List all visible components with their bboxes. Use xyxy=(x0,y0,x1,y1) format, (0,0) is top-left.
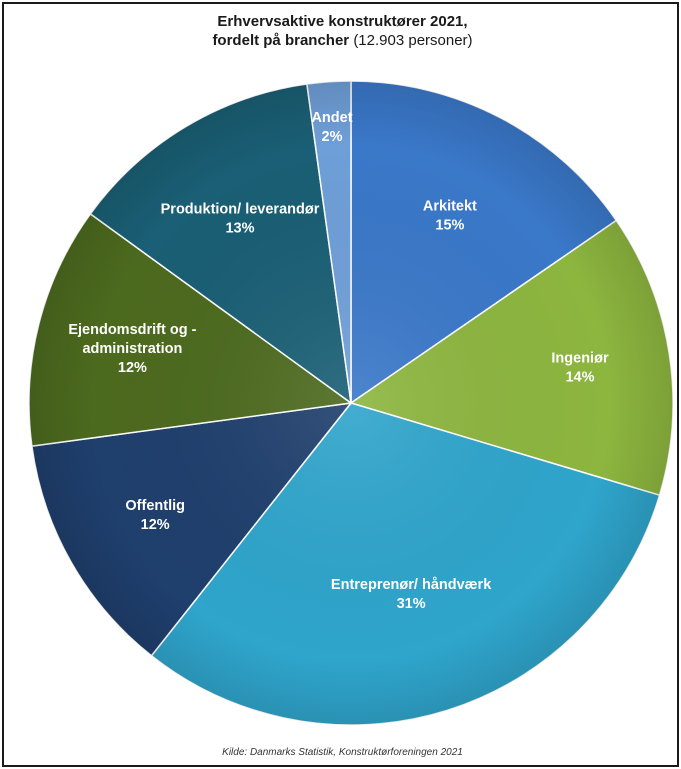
slice-percent-label: 14% xyxy=(565,369,594,385)
chart-title: Erhvervsaktive konstruktører 2021, forde… xyxy=(4,12,681,50)
slice-percent-label: 31% xyxy=(397,596,426,612)
chart-title-line2: fordelt på brancher xyxy=(212,32,350,49)
slice-percent-label: 15% xyxy=(435,217,464,233)
chart-title-count: (12.903 personer) xyxy=(353,32,473,49)
pie-chart: Arkitekt 15% Ingeniør 14% Entreprenør/ håndv… xyxy=(28,80,674,726)
slice-percent-label: 13% xyxy=(225,221,254,237)
slice-label: Arkitekt 15% xyxy=(423,198,477,233)
slice-category-label: Andet xyxy=(311,110,352,126)
slice-percent-label: 12% xyxy=(141,517,170,533)
slice-label: Offentlig 12% xyxy=(125,498,185,533)
slice-category-label: Offentlig xyxy=(125,498,185,514)
slice-label: Ingeniør 14% xyxy=(551,350,609,385)
slice-percent-label: 2% xyxy=(322,129,343,145)
slice-label: Produktion/ leverandør 13% xyxy=(161,202,320,237)
slice-category-label: Produktion/ leverandør xyxy=(161,202,320,218)
slice-category-label: Ingeniør xyxy=(551,350,609,366)
slice-category-label: Ejendomsdrift og - xyxy=(68,322,196,338)
slice-percent-label: 12% xyxy=(118,360,147,376)
slice-category-label: Arkitekt xyxy=(423,198,477,214)
slice-category-label: Entreprenør/ håndværk xyxy=(331,577,492,593)
source-note: Kilde: Danmarks Statistik, Konstruktørfo… xyxy=(222,747,463,758)
slice-label: Ejendomsdrift og - administration 12% xyxy=(68,322,196,376)
slice-label: Andet 2% xyxy=(311,110,352,145)
slice-label: Entreprenør/ håndværk 31% xyxy=(331,577,492,612)
slice-category-label: administration xyxy=(82,341,182,357)
chart-title-line1: Erhvervsaktive konstruktører 2021, xyxy=(217,13,468,30)
